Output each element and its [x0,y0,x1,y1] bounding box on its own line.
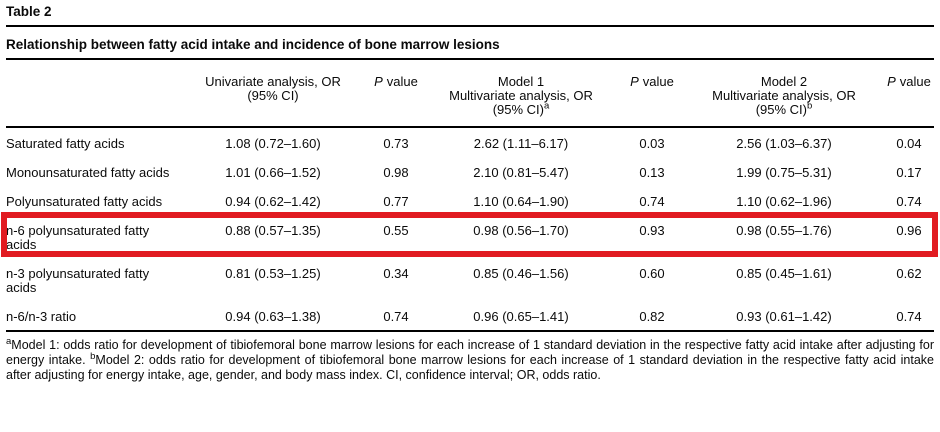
p-value-cell: 0.82 [620,301,684,332]
model1-or-cell: 2.62 (1.11–6.17) [473,136,569,151]
model1-or-cell: 0.85 (0.46–1.56) [473,266,569,281]
footnote-text-model1: Model 1: odds ratio for development of t… [6,338,934,367]
table-row-n6-n3-ratio: n-6/n-3 ratio 0.94 (0.63–1.38) 0.74 0.96… [6,301,934,332]
col-header-model2: Model 2 Multivariate analysis, OR (95% C… [684,60,884,128]
footnote-marker-a: a [6,335,12,347]
model1-header-line2: Multivariate analysis, OR [449,88,593,103]
p-value-cell: 0.96 [896,223,922,238]
model1-footnote-marker: a [544,100,550,112]
model2-or-cell: 2.56 (1.03–6.37) [736,136,832,151]
univariate-or-cell: 0.88 (0.57–1.35) [225,223,321,238]
univariate-header-line1: Univariate analysis, OR [205,74,341,89]
model2-or-cell: 0.98 (0.55–1.76) [736,223,832,238]
model2-or-cell: 1.10 (0.62–1.96) [736,194,832,209]
p-value-cell: 0.04 [896,136,922,151]
row-label: Saturated fatty acids [6,136,125,151]
p-value-cell: 0.74 [639,194,665,209]
row-label: Monounsaturated fatty acids [6,165,170,180]
p-value-cell: 0.60 [639,266,665,281]
p-value-cell: 0.93 [639,223,665,238]
table-row-n3-polyunsaturated: n-3 polyunsaturated fatty acids 0.81 (0.… [6,258,934,301]
univariate-header-line2: (95% CI) [247,88,299,103]
model1-or-cell: 1.10 (0.64–1.90) [473,194,569,209]
univariate-or-cell: 0.81 (0.53–1.25) [225,266,321,281]
col-header-univariate: Univariate analysis, OR (95% CI) [176,60,370,128]
model2-header-line2: Multivariate analysis, OR [712,88,856,103]
p-value-cell: 0.74 [370,301,422,332]
table-title: Relationship between fatty acid intake a… [6,37,500,52]
divider-under-title [6,58,934,60]
univariate-or-cell: 1.08 (0.72–1.60) [225,136,321,151]
p-value-cell: 0.74 [884,301,934,332]
model2-or-cell: 0.85 (0.45–1.61) [736,266,832,281]
table-row-polyunsaturated: Polyunsaturated fatty acids 0.94 (0.62–1… [6,186,934,215]
p-value-cell: 0.55 [383,223,409,238]
row-label: n-3 polyunsaturated fatty acids [6,266,150,295]
univariate-or-cell: 0.94 (0.62–1.42) [225,194,321,209]
footnote-text-model2: Model 2: odds ratio for development of t… [6,353,934,382]
divider-under-table-label [6,25,934,27]
univariate-or-cell: 1.01 (0.66–1.52) [225,165,321,180]
univariate-or-cell: 0.94 (0.63–1.38) [176,301,370,332]
row-label: n-6/n-3 ratio [6,301,176,332]
p-value-cell: 0.77 [383,194,409,209]
model1-or-cell: 0.96 (0.65–1.41) [422,301,620,332]
col-header-row-label [6,60,176,128]
p-value-cell: 0.98 [383,165,409,180]
p-value-cell: 0.34 [383,266,409,281]
model2-header-line3: (95% CI) [755,102,807,117]
model1-header-line1: Model 1 [497,74,545,89]
model1-or-cell: 2.10 (0.81–5.47) [473,165,569,180]
table-row-n6-polyunsaturated-highlighted: n-6 polyunsaturated fatty acids 0.88 (0.… [6,215,934,258]
p-value-cell: 0.74 [896,194,922,209]
p-value-cell: 0.03 [639,136,665,151]
paper-table-page: Table 2 Relationship between fatty acid … [6,4,934,383]
row-label: n-6 polyunsaturated fatty acids [6,223,150,252]
model2-or-cell: 0.93 (0.61–1.42) [684,301,884,332]
col-header-model1: Model 1 Multivariate analysis, OR (95% C… [422,60,620,128]
p-value-cell: 0.17 [896,165,922,180]
footnote-marker-b: b [90,350,96,362]
p-value-cell: 0.73 [383,136,409,151]
table-row-saturated: Saturated fatty acids 1.08 (0.72–1.60) 0… [6,127,934,157]
table-footnote: aModel 1: odds ratio for development of … [6,335,934,383]
table-row-monounsaturated: Monounsaturated fatty acids 1.01 (0.66–1… [6,157,934,186]
model2-header-line1: Model 2 [760,74,808,89]
model1-header-line3: (95% CI) [492,102,544,117]
model2-or-cell: 1.99 (0.75–5.31) [736,165,832,180]
model1-or-cell: 0.98 (0.56–1.70) [473,223,569,238]
table-number-label: Table 2 [6,4,52,19]
p-value-cell: 0.13 [639,165,665,180]
model2-footnote-marker: b [807,100,813,112]
p-value-cell: 0.62 [896,266,922,281]
row-label: Polyunsaturated fatty acids [6,194,163,209]
